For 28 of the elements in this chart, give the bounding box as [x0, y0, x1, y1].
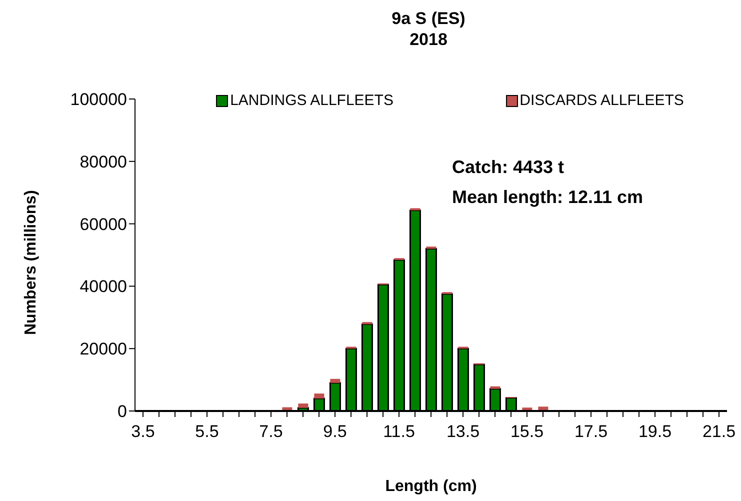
- x-tick-label: 5.5: [195, 422, 219, 442]
- annotation: Catch: 4433 t: [452, 156, 566, 179]
- x-axis-title: Length (cm): [385, 478, 477, 495]
- y-tick-label: 0: [118, 402, 127, 422]
- legend-label: LANDINGS ALLFLEETS: [229, 92, 394, 109]
- chart-subtitle: 2018: [408, 29, 448, 50]
- y-tick-label: 100000: [70, 90, 127, 110]
- x-tick-label: 3.5: [131, 422, 155, 442]
- x-tick-label: 9.5: [323, 422, 347, 442]
- y-axis-title: Numbers (millions): [22, 190, 40, 335]
- bar: [490, 386, 500, 389]
- y-tick-label: 60000: [80, 214, 127, 234]
- legend-label: DISCARDS ALLFLEETS: [518, 92, 684, 109]
- y-tick-label: 40000: [80, 277, 127, 296]
- x-tick-label: 15.5: [510, 422, 544, 442]
- x-tick-label: 7.5: [259, 422, 283, 442]
- bar: [298, 404, 308, 408]
- bar: [314, 394, 324, 399]
- x-tick-label: 19.5: [638, 422, 672, 442]
- annotation: Mean length: 12.11 cm: [452, 186, 644, 209]
- y-tick-label: 80000: [80, 152, 127, 172]
- y-tick-label: 20000: [80, 340, 127, 359]
- x-tick-label: 11.5: [383, 422, 415, 442]
- x-tick-label: 13.5: [446, 422, 480, 442]
- bar: [330, 378, 340, 383]
- x-tick-label: 21.5: [702, 422, 736, 442]
- x-tick-label: 17.5: [574, 422, 608, 442]
- chart-title: 9a S (ES): [390, 8, 466, 29]
